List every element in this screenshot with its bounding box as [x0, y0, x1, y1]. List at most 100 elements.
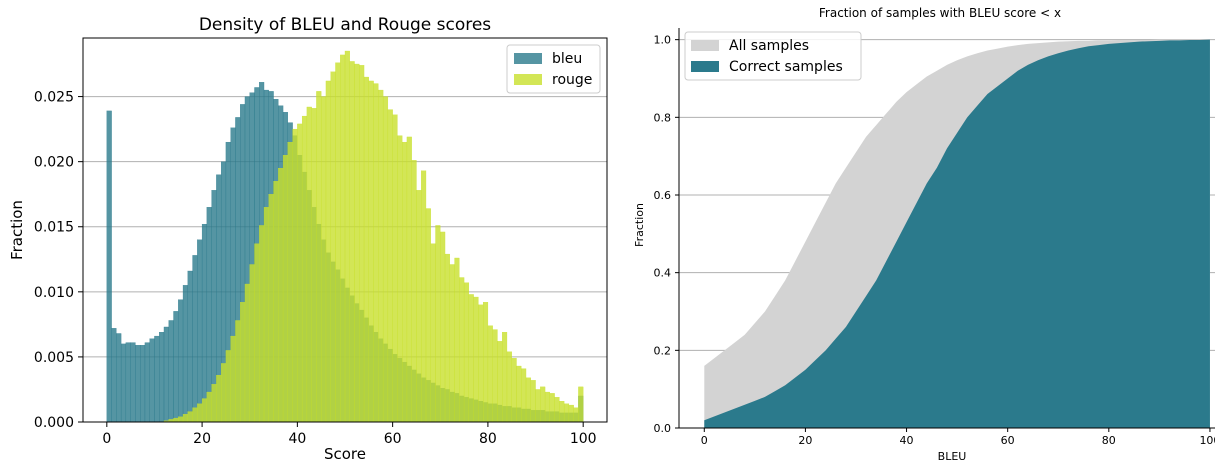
rouge-bar — [354, 63, 360, 423]
rouge-bar — [297, 123, 303, 423]
x-axis-label: BLEU — [938, 450, 967, 463]
rouge-bar — [506, 351, 512, 423]
rouge-bar — [230, 335, 236, 423]
rouge-bar — [282, 155, 288, 423]
rouge-bar — [173, 417, 179, 423]
bleu-bar — [168, 320, 174, 423]
x-tick-label: 80 — [1102, 434, 1116, 447]
rouge-bar — [578, 386, 584, 423]
rouge-bar — [397, 135, 403, 423]
rouge-bar — [535, 389, 541, 423]
rouge-bar — [325, 80, 331, 423]
rouge-bar — [430, 243, 436, 423]
legend-label-all-samples: All samples — [729, 38, 809, 54]
y-tick-label: 0.4 — [654, 267, 672, 280]
rouge-bar — [454, 257, 460, 423]
bleu-bar — [140, 345, 146, 423]
rouge-bar — [573, 407, 579, 423]
rouge-bar — [316, 91, 322, 423]
rouge-bar — [511, 358, 517, 423]
rouge-bar — [240, 302, 246, 423]
rouge-bar — [306, 106, 312, 423]
rouge-bar — [344, 50, 350, 423]
rouge-bar — [340, 54, 346, 423]
bleu-bar — [135, 345, 141, 423]
rouge-bar — [368, 80, 374, 423]
y-tick-label: 0.015 — [34, 220, 74, 236]
rouge-bar — [254, 243, 260, 423]
rouge-bar — [416, 190, 422, 423]
rouge-bar — [463, 282, 470, 423]
chart-title: Density of BLEU and Rouge scores — [199, 15, 491, 35]
x-tick-label: 20 — [798, 434, 812, 447]
legend-swatch-correct-samples — [691, 61, 719, 72]
rouge-bar — [363, 76, 369, 423]
rouge-bar — [278, 168, 284, 423]
rouge-bar — [487, 325, 493, 423]
rouge-bar — [382, 96, 389, 423]
bleu-bar — [116, 333, 122, 423]
rouge-bar — [540, 386, 546, 423]
x-tick-label: 0 — [102, 431, 111, 447]
rouge-bar — [273, 181, 279, 423]
y-tick-label: 0.8 — [654, 111, 672, 124]
x-axis-label: Score — [324, 445, 366, 463]
rouge-bar — [406, 136, 412, 423]
rouge-bar — [525, 377, 531, 423]
bleu-bar — [159, 332, 165, 423]
x-tick-label: 100 — [1199, 434, 1215, 447]
legend-swatch-bleu — [514, 53, 542, 64]
rouge-bar — [201, 398, 208, 423]
rouge-bar — [244, 283, 250, 423]
chart-title: Fraction of samples with BLEU score < x — [819, 6, 1061, 20]
rouge-bar — [421, 170, 427, 423]
x-tick-label: 80 — [479, 431, 497, 447]
density-chart: Density of BLEU and Rouge scores 0 20 40 60… — [8, 15, 608, 463]
y-tick-label: 0.6 — [654, 189, 672, 202]
rouge-bar — [225, 350, 231, 423]
x-tick-label: 40 — [288, 431, 306, 447]
y-tick-label: 0.005 — [34, 350, 74, 366]
bleu-bar — [120, 343, 127, 423]
rouge-bar — [249, 264, 255, 423]
bleu-bar — [206, 207, 212, 423]
rouge-bar — [425, 208, 431, 423]
rouge-bar — [206, 391, 212, 423]
rouge-bar — [478, 304, 484, 423]
plot-frame — [82, 37, 608, 423]
y-tick-label: 0.0 — [654, 422, 672, 435]
rouge-bar — [482, 302, 489, 423]
rouge-bar — [235, 320, 241, 423]
legend: bleu rouge — [506, 44, 601, 94]
x-tick-label: 0 — [701, 434, 708, 447]
bleu-bar — [163, 326, 169, 423]
rouge-bar — [292, 128, 298, 423]
rouge-bar — [321, 96, 327, 423]
legend-label-rouge: rouge — [552, 72, 592, 88]
bleu-bar — [178, 299, 184, 423]
rouge-bar — [387, 109, 393, 423]
legend-box — [684, 31, 862, 81]
rouge-bar — [287, 141, 293, 423]
rouge-bar — [311, 108, 317, 423]
y-axis-label: Fraction — [633, 203, 646, 247]
rouge-bar — [502, 332, 508, 423]
rouge-bar — [440, 231, 446, 423]
legend-label-bleu: bleu — [552, 51, 582, 67]
bleu-bar — [187, 270, 193, 423]
rouge-bar — [411, 160, 417, 423]
rouge-bar — [259, 225, 265, 423]
y-axis-label: Fraction — [8, 200, 26, 260]
rouge-bar — [563, 403, 570, 423]
bleu-bar — [149, 338, 155, 423]
rouge-bar — [568, 404, 574, 423]
y-tick-label: 0.2 — [654, 344, 672, 357]
rouge-bar — [349, 61, 355, 423]
y-tick-label: 0.010 — [34, 285, 74, 301]
y-tick-label: 0.025 — [34, 90, 74, 106]
bleu-bar — [111, 328, 117, 423]
rouge-bar — [554, 397, 560, 423]
y-tick-label: 0.020 — [34, 155, 74, 171]
bleu-bar — [125, 342, 131, 423]
rouge-bar — [402, 141, 408, 423]
